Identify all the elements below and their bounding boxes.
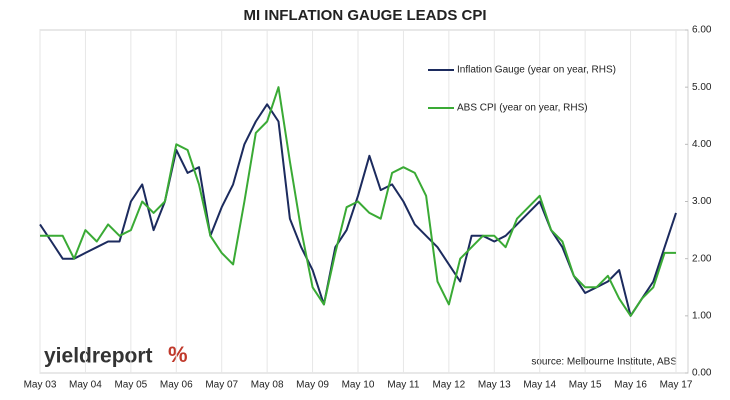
x-tick-label: May 17 bbox=[660, 380, 693, 391]
x-tick-label: May 14 bbox=[523, 380, 556, 391]
x-tick-label: May 12 bbox=[432, 380, 465, 391]
y2-tick-label: 0.00 bbox=[692, 368, 712, 379]
x-tick-label: May 08 bbox=[251, 380, 284, 391]
x-tick-label: May 06 bbox=[160, 380, 193, 391]
x-tick-label: May 13 bbox=[478, 380, 511, 391]
x-tick-label: May 16 bbox=[614, 380, 647, 391]
chart-title: MI INFLATION GAUGE LEADS CPI bbox=[243, 7, 486, 24]
plot-border bbox=[39, 29, 689, 374]
y2-tick-label: 5.00 bbox=[692, 82, 712, 93]
x-tick-label: May 07 bbox=[205, 380, 238, 391]
legend-label: Inflation Gauge (year on year, RHS) bbox=[457, 65, 616, 76]
source: source: Melbourne Institute, ABS bbox=[531, 357, 677, 368]
x-tick-label: May 10 bbox=[342, 380, 375, 391]
logo: yieldreport % bbox=[44, 342, 188, 368]
legend-label: ABS CPI (year on year, RHS) bbox=[457, 103, 588, 114]
x-tick-label: May 15 bbox=[569, 380, 602, 391]
logo-symbol: % bbox=[168, 342, 188, 367]
y2-tick-label: 4.00 bbox=[692, 139, 712, 150]
x-tick-label: May 11 bbox=[387, 380, 419, 391]
series-line bbox=[40, 86, 676, 317]
y2-tick-label: 2.00 bbox=[692, 253, 712, 264]
x-tick-label: May 03 bbox=[24, 380, 57, 391]
logo-text: yieldreport bbox=[44, 345, 153, 368]
y2-tick-label: 6.00 bbox=[692, 25, 712, 36]
x-tick-label: May 04 bbox=[69, 380, 102, 391]
x-tick-label: May 09 bbox=[296, 380, 329, 391]
x-tick-label: May 05 bbox=[114, 380, 147, 391]
y2-tick-label: 1.00 bbox=[692, 310, 712, 321]
y2-tick-label: 3.00 bbox=[692, 196, 712, 207]
